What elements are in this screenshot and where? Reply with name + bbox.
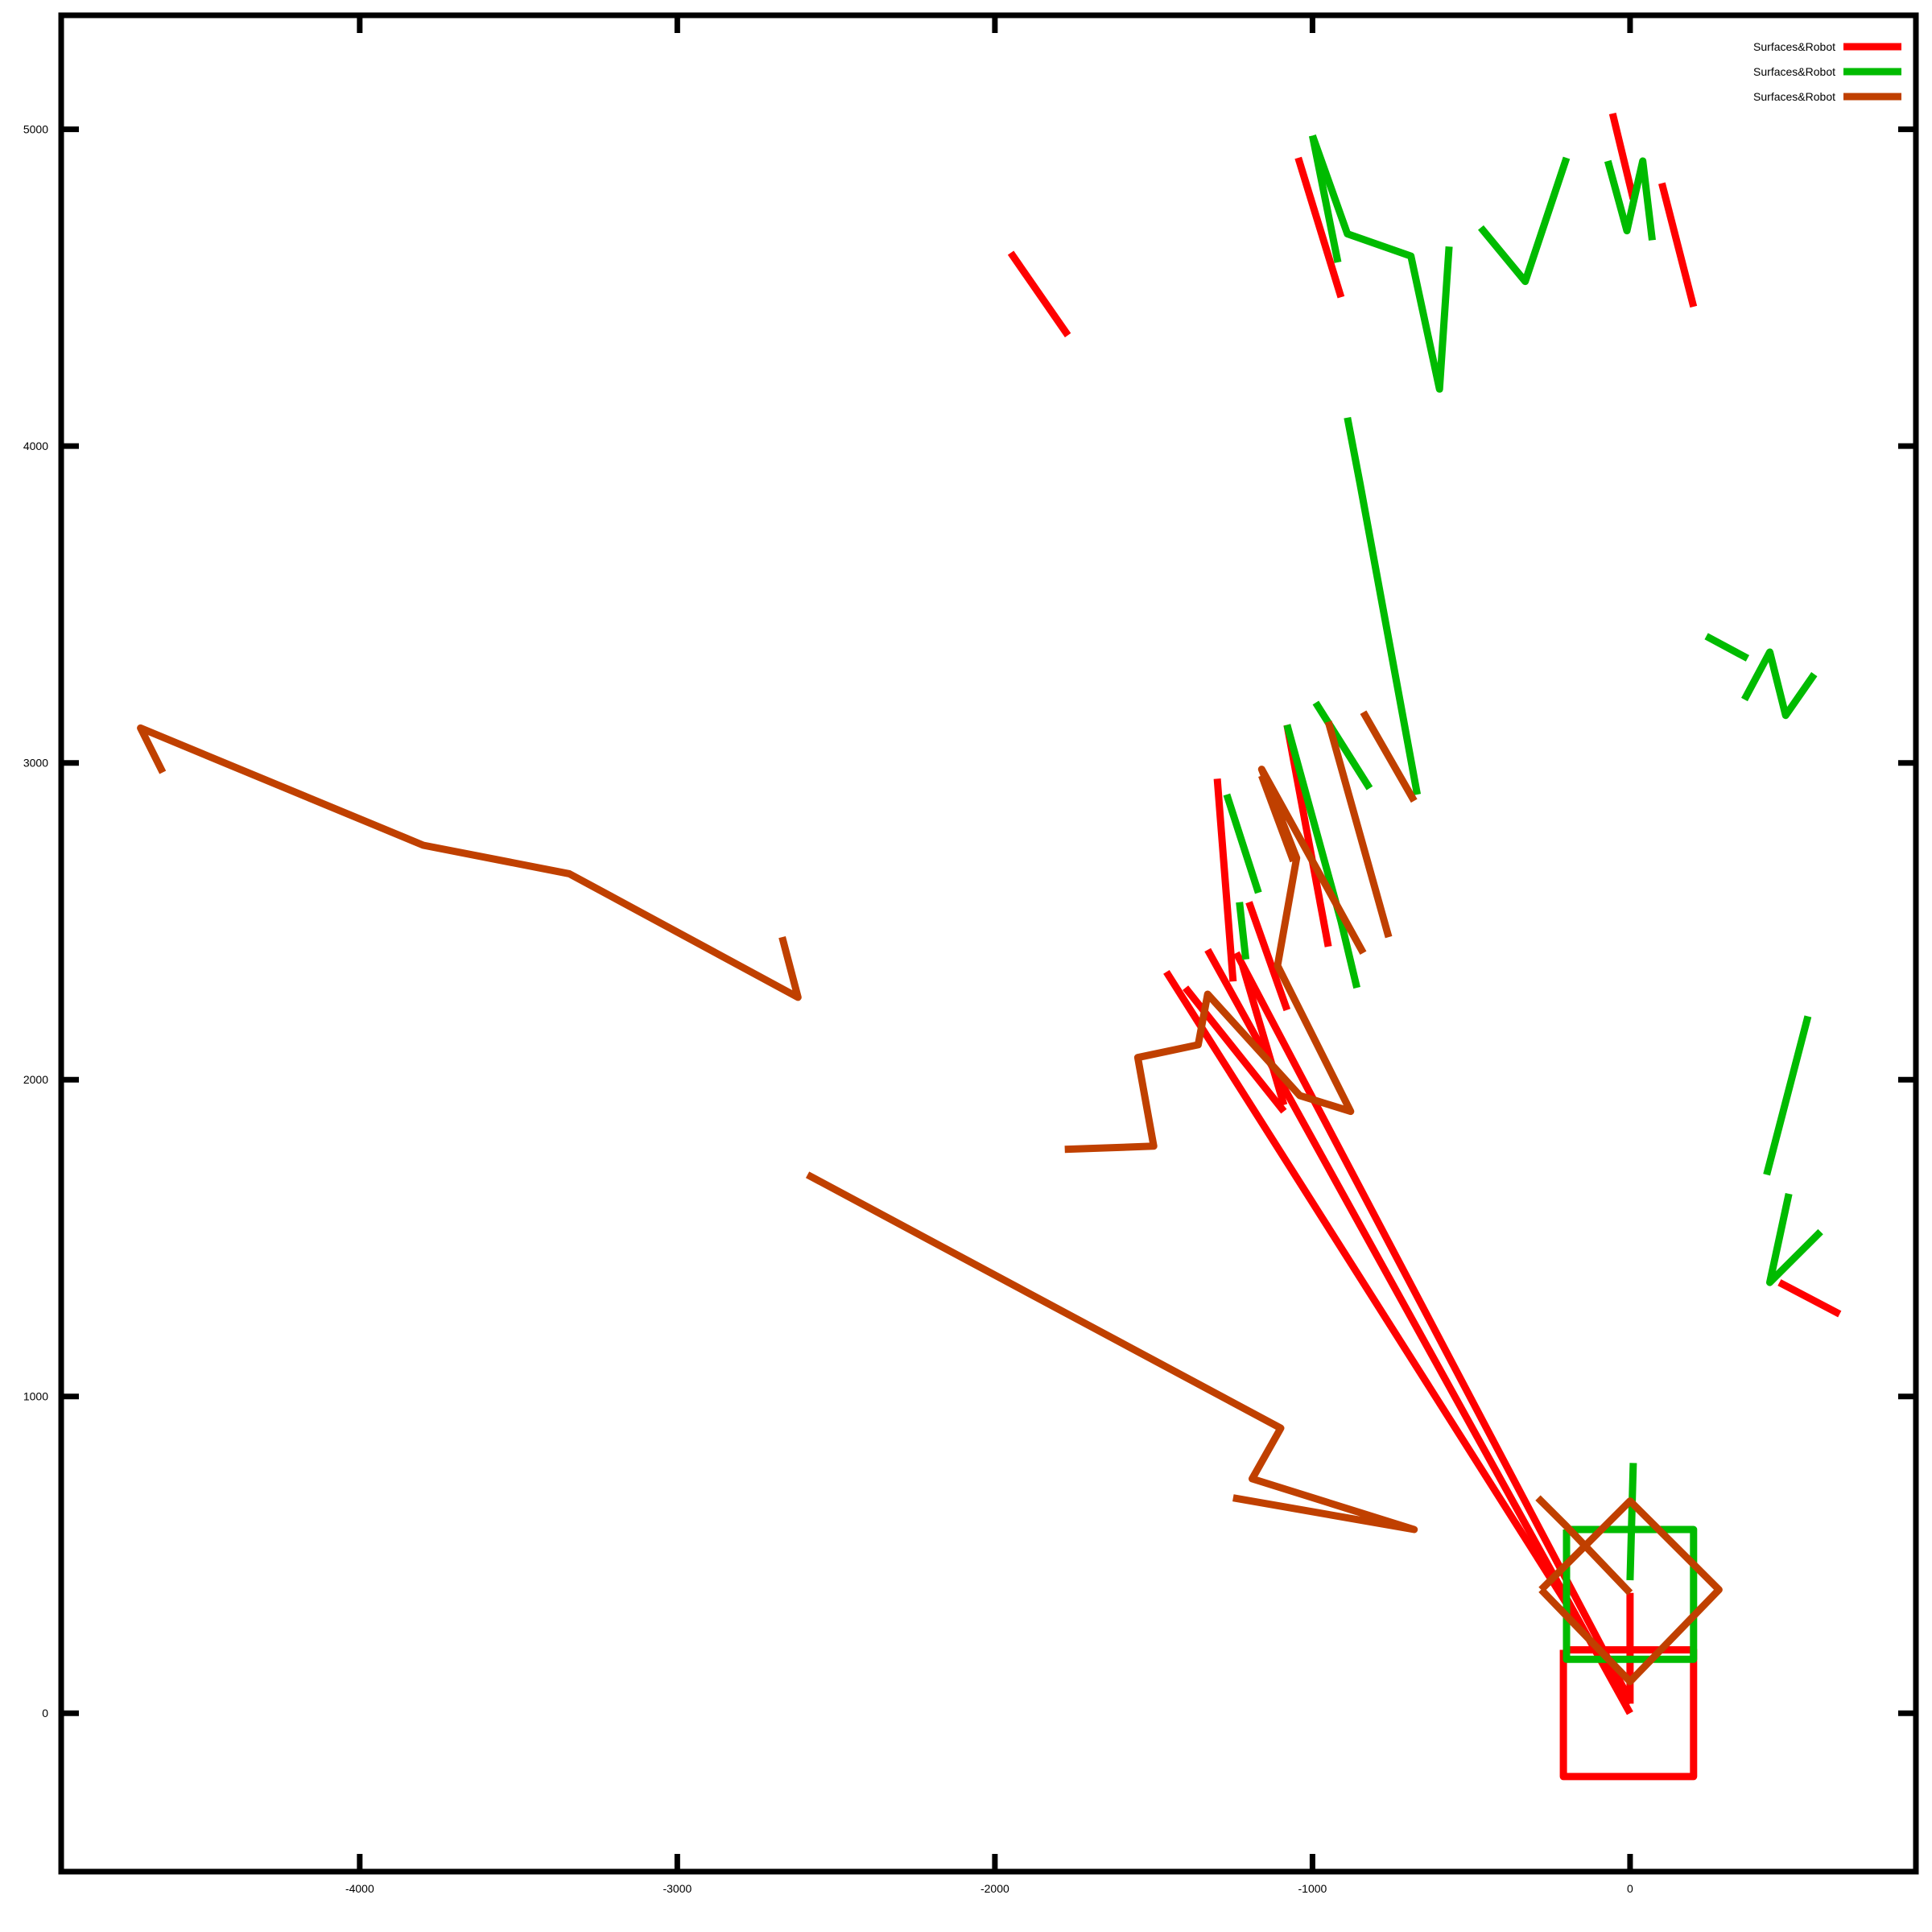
series-2-line-10 [1704, 633, 1750, 662]
series-2-line-8 [1223, 793, 1262, 894]
series-2-line-12 [1763, 1015, 1812, 1176]
series-2-line-7 [1283, 724, 1360, 989]
series-3-line-4 [1258, 774, 1297, 863]
series-3-line-5 [1324, 720, 1393, 939]
x-tick-label: -1000 [1298, 1882, 1327, 1895]
series-2-line-3 [1478, 156, 1571, 286]
legend-label: Surfaces&Robot [1753, 65, 1835, 78]
plot-frame [58, 12, 1919, 1875]
series-1-line-1 [1007, 250, 1071, 338]
series-1-line-7 [1245, 901, 1291, 1012]
series-1-line-3 [1608, 112, 1637, 200]
series-layer [137, 112, 1842, 1781]
series-2-line-5 [1344, 416, 1422, 795]
series-2-line-13 [1766, 1192, 1823, 1286]
y-tick-label: 4000 [23, 440, 48, 452]
series-1-line-5 [1213, 778, 1237, 982]
y-tick-label: 0 [42, 1707, 48, 1719]
series-3 [137, 710, 1723, 1686]
ticks-layer: -4000 -3000 -2000 -1000 0 0 1000 2000 3000 4000 50… [23, 15, 1916, 1895]
series-3-line-1 [137, 724, 802, 1001]
series-2-line-9 [1236, 902, 1250, 960]
y-tick-label: 1000 [23, 1390, 48, 1403]
series-3-line-7 [1535, 1495, 1633, 1596]
legend-label: Surfaces&Robot [1753, 90, 1835, 103]
series-2-line-2 [1309, 134, 1453, 393]
series-2-line-4 [1604, 157, 1656, 241]
series-3-line-8 [1538, 1497, 1723, 1686]
y-tick-label: 2000 [23, 1073, 48, 1086]
series-2-line-15 [1626, 1463, 1637, 1581]
series-1-line-13 [1559, 1646, 1698, 1781]
legend-label: Surfaces&Robot [1753, 40, 1835, 53]
series-2-line-11 [1741, 648, 1818, 720]
series-1-line-2 [1294, 156, 1345, 299]
series-1-line-11 [1239, 964, 1288, 1106]
series-1-line-15 [1777, 1279, 1842, 1318]
x-tick-label: -2000 [980, 1882, 1009, 1895]
series-3-line-2 [805, 1171, 1418, 1534]
y-tick-label: 3000 [23, 757, 48, 770]
series-2-line-6 [1312, 700, 1373, 791]
x-tick-label: -4000 [345, 1882, 374, 1895]
series-3-line-6 [1360, 710, 1418, 803]
y-tick-label: 5000 [23, 123, 48, 136]
legend: Surfaces&Robot Surfaces&Robot Surfaces&Rob… [1753, 40, 1901, 103]
series-1-line-4 [1658, 182, 1698, 308]
x-tick-label: -3000 [663, 1882, 691, 1895]
x-tick-label: 0 [1627, 1882, 1633, 1895]
